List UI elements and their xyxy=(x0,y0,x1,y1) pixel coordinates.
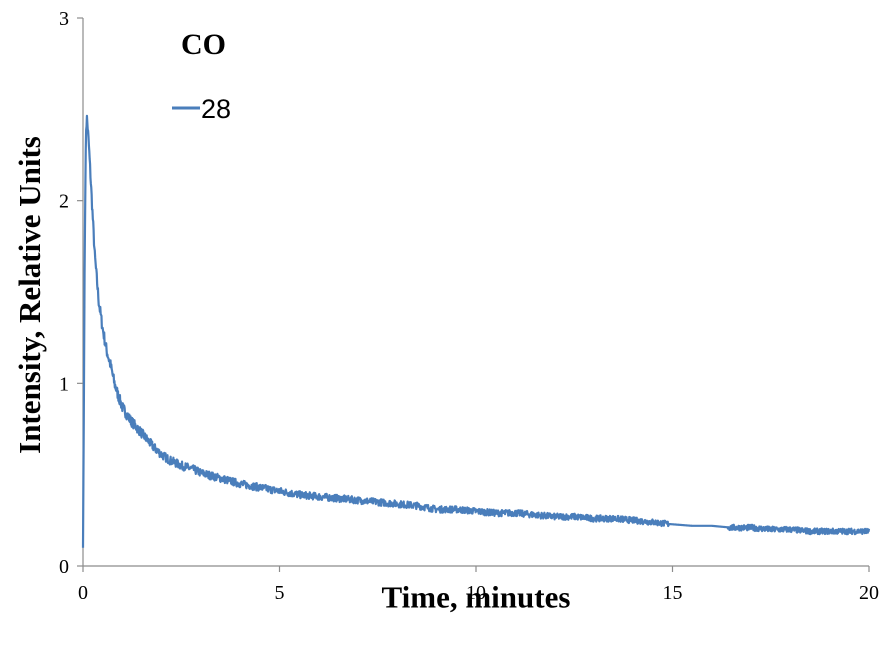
x-tick-label: 0 xyxy=(78,582,88,604)
y-ticks: 0 1 2 3 xyxy=(59,8,83,578)
series-line-28 xyxy=(81,114,871,548)
y-axis-title: Intensity, Relative Units xyxy=(12,136,47,454)
axes: 0 5 10 15 20 0 1 2 3 xyxy=(59,8,879,604)
x-tick-label: 10 xyxy=(466,582,486,604)
series-layer xyxy=(81,114,871,548)
y-tick-label: 2 xyxy=(59,191,69,213)
x-tick-label: 15 xyxy=(663,582,683,604)
x-tick-label: 5 xyxy=(275,582,285,604)
legend: 28 xyxy=(172,94,231,124)
chart-title: CO xyxy=(181,28,226,61)
x-ticks: 0 5 10 15 20 xyxy=(78,566,879,604)
x-tick-label: 20 xyxy=(859,582,879,604)
y-tick-label: 0 xyxy=(59,556,69,578)
y-tick-label: 1 xyxy=(59,373,69,395)
legend-label-28: 28 xyxy=(201,94,231,124)
y-tick-label: 3 xyxy=(59,8,69,30)
x-axis-title: Time, minutes xyxy=(382,579,571,614)
